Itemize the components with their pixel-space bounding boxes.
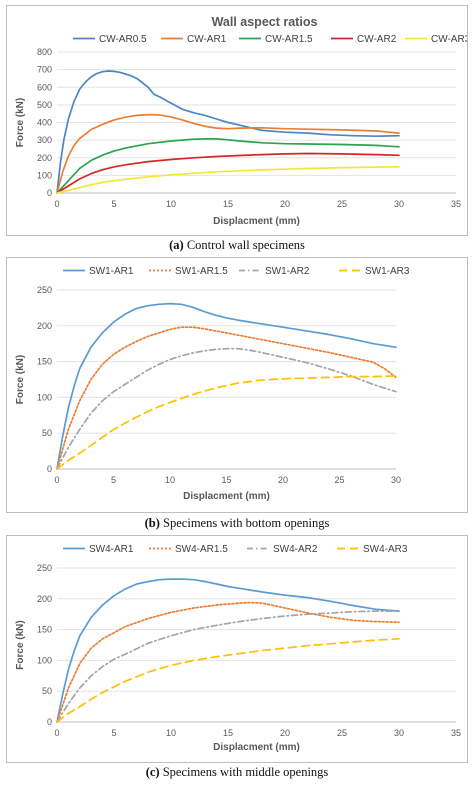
x-tick-label: 30 (394, 199, 404, 209)
series-line-sw4-ar1-5 (56, 601, 400, 723)
y-tick-label: 200 (37, 594, 52, 604)
y-tick-label: 500 (37, 100, 52, 110)
x-tick-label: 5 (111, 199, 116, 209)
x-tick-label: 25 (337, 199, 347, 209)
series-line-sw1-ar3 (56, 375, 397, 470)
y-tick-label: 200 (37, 153, 52, 163)
legend-label: SW1-AR1 (89, 266, 134, 277)
chart-panel-b: 0 50 100 150 200 250 0 5 10 15 20 25 30 Displacment (… (6, 257, 468, 513)
x-tick-label: 20 (280, 728, 290, 738)
x-tick-label: 25 (334, 475, 344, 485)
legend-label: CW-AR1 (187, 34, 227, 45)
y-tick-label: 100 (37, 170, 52, 180)
x-tick-label: 20 (278, 475, 288, 485)
legend-label: SW1-AR3 (365, 266, 410, 277)
series-line-cw-ar2 (56, 152, 400, 194)
y-tick-label: 150 (37, 625, 52, 635)
x-tick-label: 30 (394, 728, 404, 738)
series-line-cw-ar1 (56, 113, 400, 194)
chart-b-svg: 0 50 100 150 200 250 0 5 10 15 20 25 30 Displacment (… (15, 266, 410, 502)
chart-panel-c: 0 50 100 150 200 250 0 5 10 15 20 25 30 35 Displacment… (6, 535, 468, 763)
chart-panel-a: Wall aspect ratios 0 100 200 300 400 500 600 700… (6, 5, 468, 236)
y-tick-label: 250 (37, 563, 52, 573)
x-tick-label: 35 (451, 199, 461, 209)
chart-a-svg: Wall aspect ratios0100200300400500600700… (15, 15, 467, 227)
series-line-sw1-ar1 (56, 302, 397, 470)
series-line-cw-ar0-5 (56, 70, 400, 194)
legend-label: CW-AR2 (357, 34, 397, 45)
legend-label: CW-AR3 (431, 34, 467, 45)
x-tick-label: 10 (165, 475, 175, 485)
x-axis-label: Displacment (mm) (183, 491, 270, 502)
x-tick-label: 30 (391, 475, 401, 485)
y-tick-label: 0 (47, 717, 52, 727)
y-axis-label: Force (kN) (15, 355, 26, 404)
series-line-sw1-ar1-5 (56, 326, 397, 470)
x-tick-label: 5 (111, 475, 116, 485)
x-tick-label: 15 (221, 475, 231, 485)
x-tick-label: 0 (54, 475, 59, 485)
legend-label: SW4-AR1 (89, 544, 134, 555)
x-tick-label: 5 (111, 728, 116, 738)
legend-label: SW4-AR2 (273, 544, 318, 555)
y-tick-label: 50 (42, 428, 52, 438)
legend-label: SW1-AR1.5 (175, 266, 228, 277)
series-line-sw4-ar3 (56, 637, 400, 723)
x-tick-label: 10 (166, 199, 176, 209)
legend-label: SW4-AR1.5 (175, 544, 228, 555)
chart-c-svg: 0 50 100 150 200 250 0 5 10 15 20 25 30 35 Displacment… (15, 544, 461, 753)
x-tick-label: 35 (451, 728, 461, 738)
y-axis-label: Force (kN) (15, 98, 26, 147)
series-line-sw1-ar2 (56, 347, 397, 470)
y-tick-label: 800 (37, 47, 52, 57)
y-tick-label: 50 (42, 686, 52, 696)
y-tick-label: 100 (37, 392, 52, 402)
x-axis-label: Displacment (mm) (213, 216, 300, 227)
x-tick-label: 0 (54, 199, 59, 209)
legend-label: SW4-AR3 (363, 544, 408, 555)
caption-c: (c) Specimens with middle openings (145, 765, 329, 779)
y-tick-label: 700 (37, 65, 52, 75)
series-line-cw-ar3 (56, 166, 400, 194)
y-tick-label: 0 (47, 188, 52, 198)
x-tick-label: 0 (54, 728, 59, 738)
series-line-sw4-ar2 (56, 610, 400, 723)
chart-title: Wall aspect ratios (212, 15, 318, 29)
y-tick-label: 100 (37, 655, 52, 665)
y-tick-label: 250 (37, 285, 52, 295)
x-tick-label: 25 (337, 728, 347, 738)
x-tick-label: 20 (280, 199, 290, 209)
y-tick-label: 150 (37, 357, 52, 367)
series-line-cw-ar1-5 (56, 138, 400, 194)
y-tick-label: 200 (37, 321, 52, 331)
legend-label: CW-AR1.5 (265, 34, 313, 45)
x-axis-label: Displacment (mm) (213, 742, 300, 753)
x-tick-label: 15 (223, 728, 233, 738)
y-tick-label: 0 (47, 464, 52, 474)
y-axis-label: Force (kN) (15, 620, 26, 669)
y-tick-label: 600 (37, 82, 52, 92)
caption-a: (a) Control wall specimens (169, 238, 305, 252)
series-line-sw4-ar1 (56, 578, 400, 723)
caption-b: (b) Specimens with bottom openings (144, 516, 330, 530)
legend-label: CW-AR0.5 (99, 34, 147, 45)
y-tick-label: 300 (37, 135, 52, 145)
y-tick-label: 400 (37, 118, 52, 128)
x-tick-label: 10 (166, 728, 176, 738)
x-tick-label: 15 (223, 199, 233, 209)
legend-label: SW1-AR2 (265, 266, 310, 277)
